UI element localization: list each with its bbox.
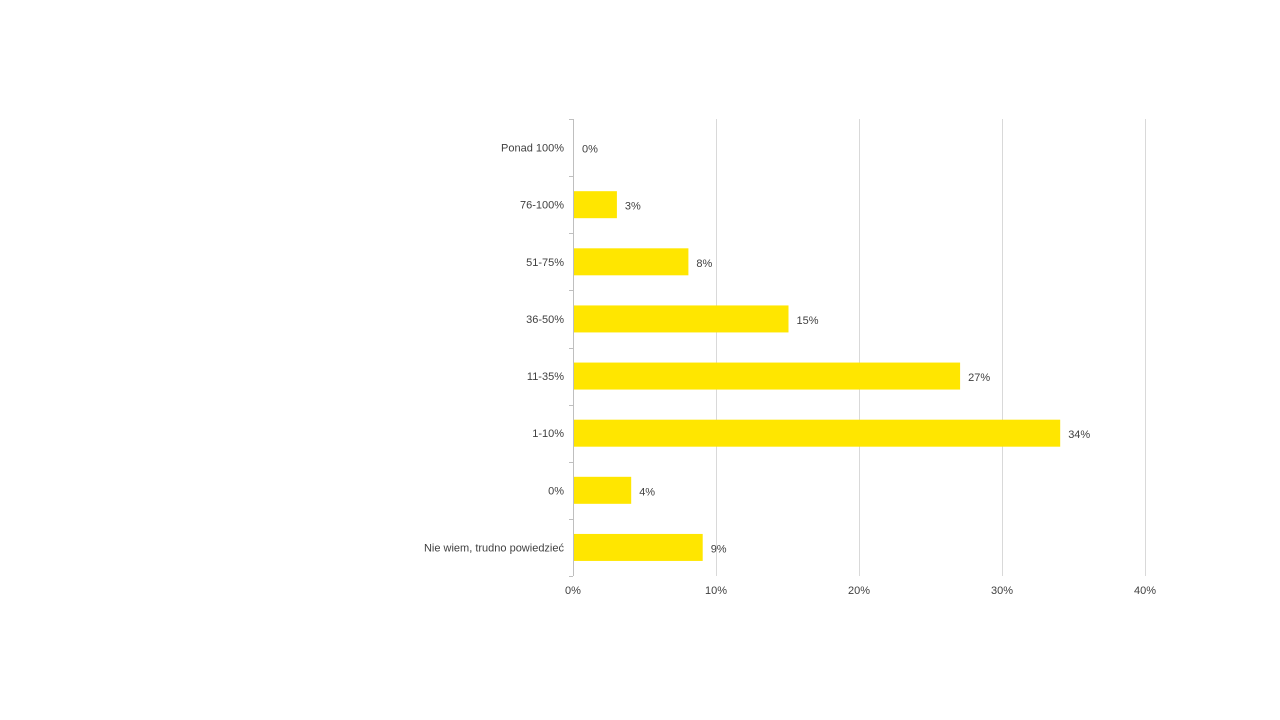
labels: 0% 10% 20% 30% 40% Ponad 100% 0% 76-100% 3% 51-75… — [424, 143, 1156, 597]
y-axis — [569, 119, 574, 577]
bar — [574, 476, 632, 504]
x-tick-label: 40% — [1134, 585, 1156, 597]
data-label: 8% — [696, 258, 712, 270]
y-category-label: Nie wiem, trudno powiedzieć — [424, 542, 565, 554]
y-category-label: Ponad 100% — [501, 143, 564, 155]
data-label: 34% — [1068, 429, 1090, 441]
x-tick-label: 30% — [991, 585, 1013, 597]
data-label: 4% — [639, 486, 655, 498]
bar — [574, 362, 961, 390]
y-category-label: 0% — [548, 485, 564, 497]
bar — [574, 248, 689, 276]
data-label: 3% — [625, 201, 641, 213]
y-category-label: 51-75% — [526, 257, 564, 269]
x-tick-label: 10% — [705, 585, 727, 597]
bars — [574, 191, 1061, 561]
data-label: 0% — [582, 144, 598, 156]
bar — [574, 191, 617, 219]
y-category-label: 1-10% — [532, 428, 564, 440]
bar — [574, 305, 789, 333]
y-category-label: 36-50% — [526, 314, 564, 326]
data-label: 15% — [797, 315, 819, 327]
data-label: 27% — [968, 372, 990, 384]
x-tick-label: 0% — [565, 585, 581, 597]
bar — [574, 419, 1061, 447]
gridlines — [716, 119, 1146, 576]
x-tick-label: 20% — [848, 585, 870, 597]
bar — [574, 533, 703, 561]
y-category-label: 11-35% — [527, 371, 564, 383]
y-category-label: 76-100% — [520, 200, 564, 212]
data-label: 9% — [711, 543, 727, 555]
